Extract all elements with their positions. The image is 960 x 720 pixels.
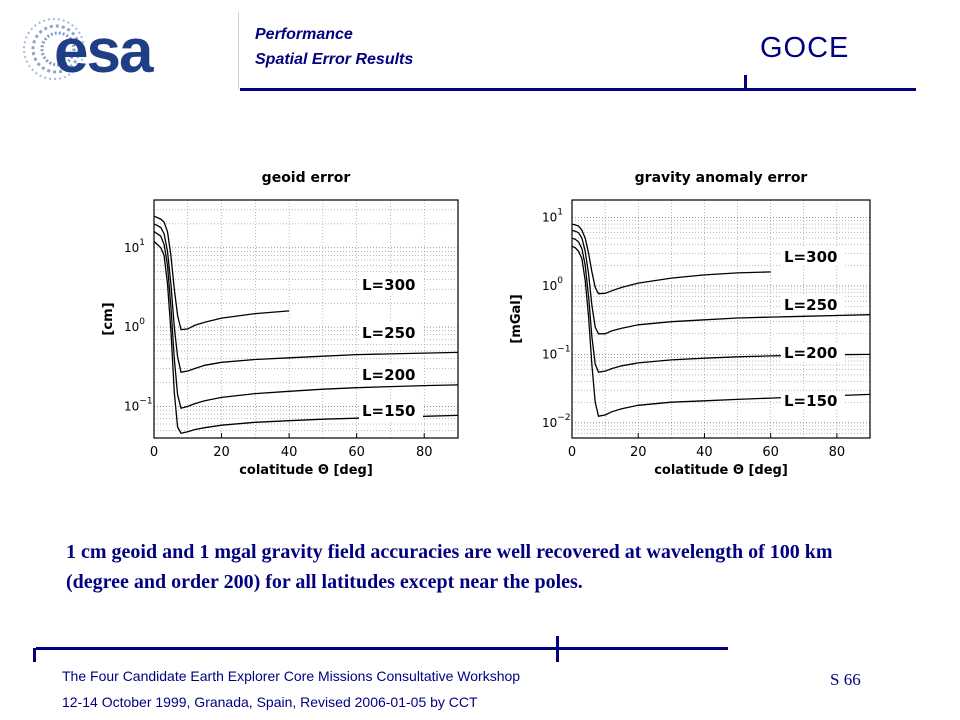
annotation-l-200: L=200	[362, 366, 415, 384]
series-line-l-300	[153, 215, 290, 331]
plot-frame	[153, 199, 459, 439]
annotation-l-150: L=150	[362, 402, 415, 420]
mission-name: GOCE	[760, 32, 850, 64]
y-axis-label: [mGal]	[509, 294, 524, 343]
footer-rule	[36, 647, 728, 650]
plot-frame	[571, 199, 871, 439]
series-line-l-200	[571, 237, 871, 373]
y-tick-label: 101	[542, 207, 563, 224]
x-tick-label: 40	[281, 445, 298, 460]
annotation-l-200: L=200	[784, 344, 837, 362]
series-line-l-150	[571, 245, 871, 417]
y-tick-label: 10−1	[124, 396, 153, 413]
x-axis-label: colatitude Θ [deg]	[654, 463, 788, 478]
y-tick-label: 100	[124, 317, 145, 334]
annotation-background	[359, 365, 423, 384]
x-tick-label: 0	[568, 445, 576, 460]
annotation-l-300: L=300	[784, 248, 837, 266]
x-tick-label: 40	[696, 445, 713, 460]
header-rule	[240, 88, 916, 91]
series-line-l-250	[153, 223, 459, 373]
gravity-anomaly-error-chart: gravity anomaly error 0 20 40 60 80 101 100 10−1…	[508, 160, 878, 480]
annotation-l-150: L=150	[784, 392, 837, 410]
header-divider	[238, 12, 239, 90]
series-line-l-150	[153, 241, 459, 434]
chart-title: geoid error	[262, 170, 351, 186]
series-line-l-200	[153, 231, 459, 409]
esa-logo-swirl-icon	[23, 18, 85, 80]
x-tick-label: 80	[416, 445, 433, 460]
y-tick-label: 10−1	[542, 344, 571, 361]
footer-rule-tick-left	[33, 648, 36, 662]
x-axis-label: colatitude Θ [deg]	[239, 463, 373, 478]
annotation-background	[781, 391, 845, 410]
header-subtitle: Spatial Error Results	[255, 51, 414, 68]
footer-date: 12-14 October 1999, Granada, Spain, Revi…	[62, 694, 478, 710]
esa-logo: esa	[23, 17, 156, 86]
y-tick-label: 101	[124, 238, 145, 255]
annotation-background	[781, 343, 845, 362]
x-tick-label: 0	[150, 445, 158, 460]
chart-title: gravity anomaly error	[635, 170, 808, 186]
summary-text: 1 cm geoid and 1 mgal gravity field accu…	[66, 541, 833, 593]
footer-workshop: The Four Candidate Earth Explorer Core M…	[62, 668, 521, 684]
annotation-background	[359, 275, 423, 294]
series-line-l-250	[571, 229, 871, 335]
x-tick-label: 20	[213, 445, 230, 460]
annotation-background	[781, 295, 845, 314]
x-tick-label: 20	[630, 445, 647, 460]
y-tick-label: 10−2	[542, 413, 571, 430]
x-tick-label: 80	[829, 445, 846, 460]
series-line-l-300	[571, 223, 771, 295]
annotation-background	[781, 247, 845, 266]
geoid-error-chart: geoid error 0 20 40 60 80 101 100 10−1 colatitude…	[100, 160, 470, 480]
header-title: Performance	[255, 26, 353, 43]
annotation-background	[359, 323, 423, 342]
annotation-background	[359, 401, 423, 420]
annotation-l-250: L=250	[362, 324, 415, 342]
geoid-error-plot: geoid error 0 20 40 60 80 101 100 10−1 colatitude…	[101, 170, 459, 478]
footer-rule-tick-right	[556, 636, 559, 662]
x-tick-label: 60	[348, 445, 365, 460]
header-rule-tick	[744, 75, 747, 88]
annotation-l-250: L=250	[784, 296, 837, 314]
slide-number: S 66	[830, 670, 861, 689]
gravity-anomaly-error-plot: gravity anomaly error 0 20 40 60 80 101 100 10−1…	[509, 170, 871, 478]
annotation-l-300: L=300	[362, 276, 415, 294]
y-tick-label: 100	[542, 276, 563, 293]
esa-logo-wordmark: esa	[54, 17, 154, 86]
x-tick-label: 60	[762, 445, 779, 460]
y-axis-label: [cm]	[101, 302, 116, 335]
